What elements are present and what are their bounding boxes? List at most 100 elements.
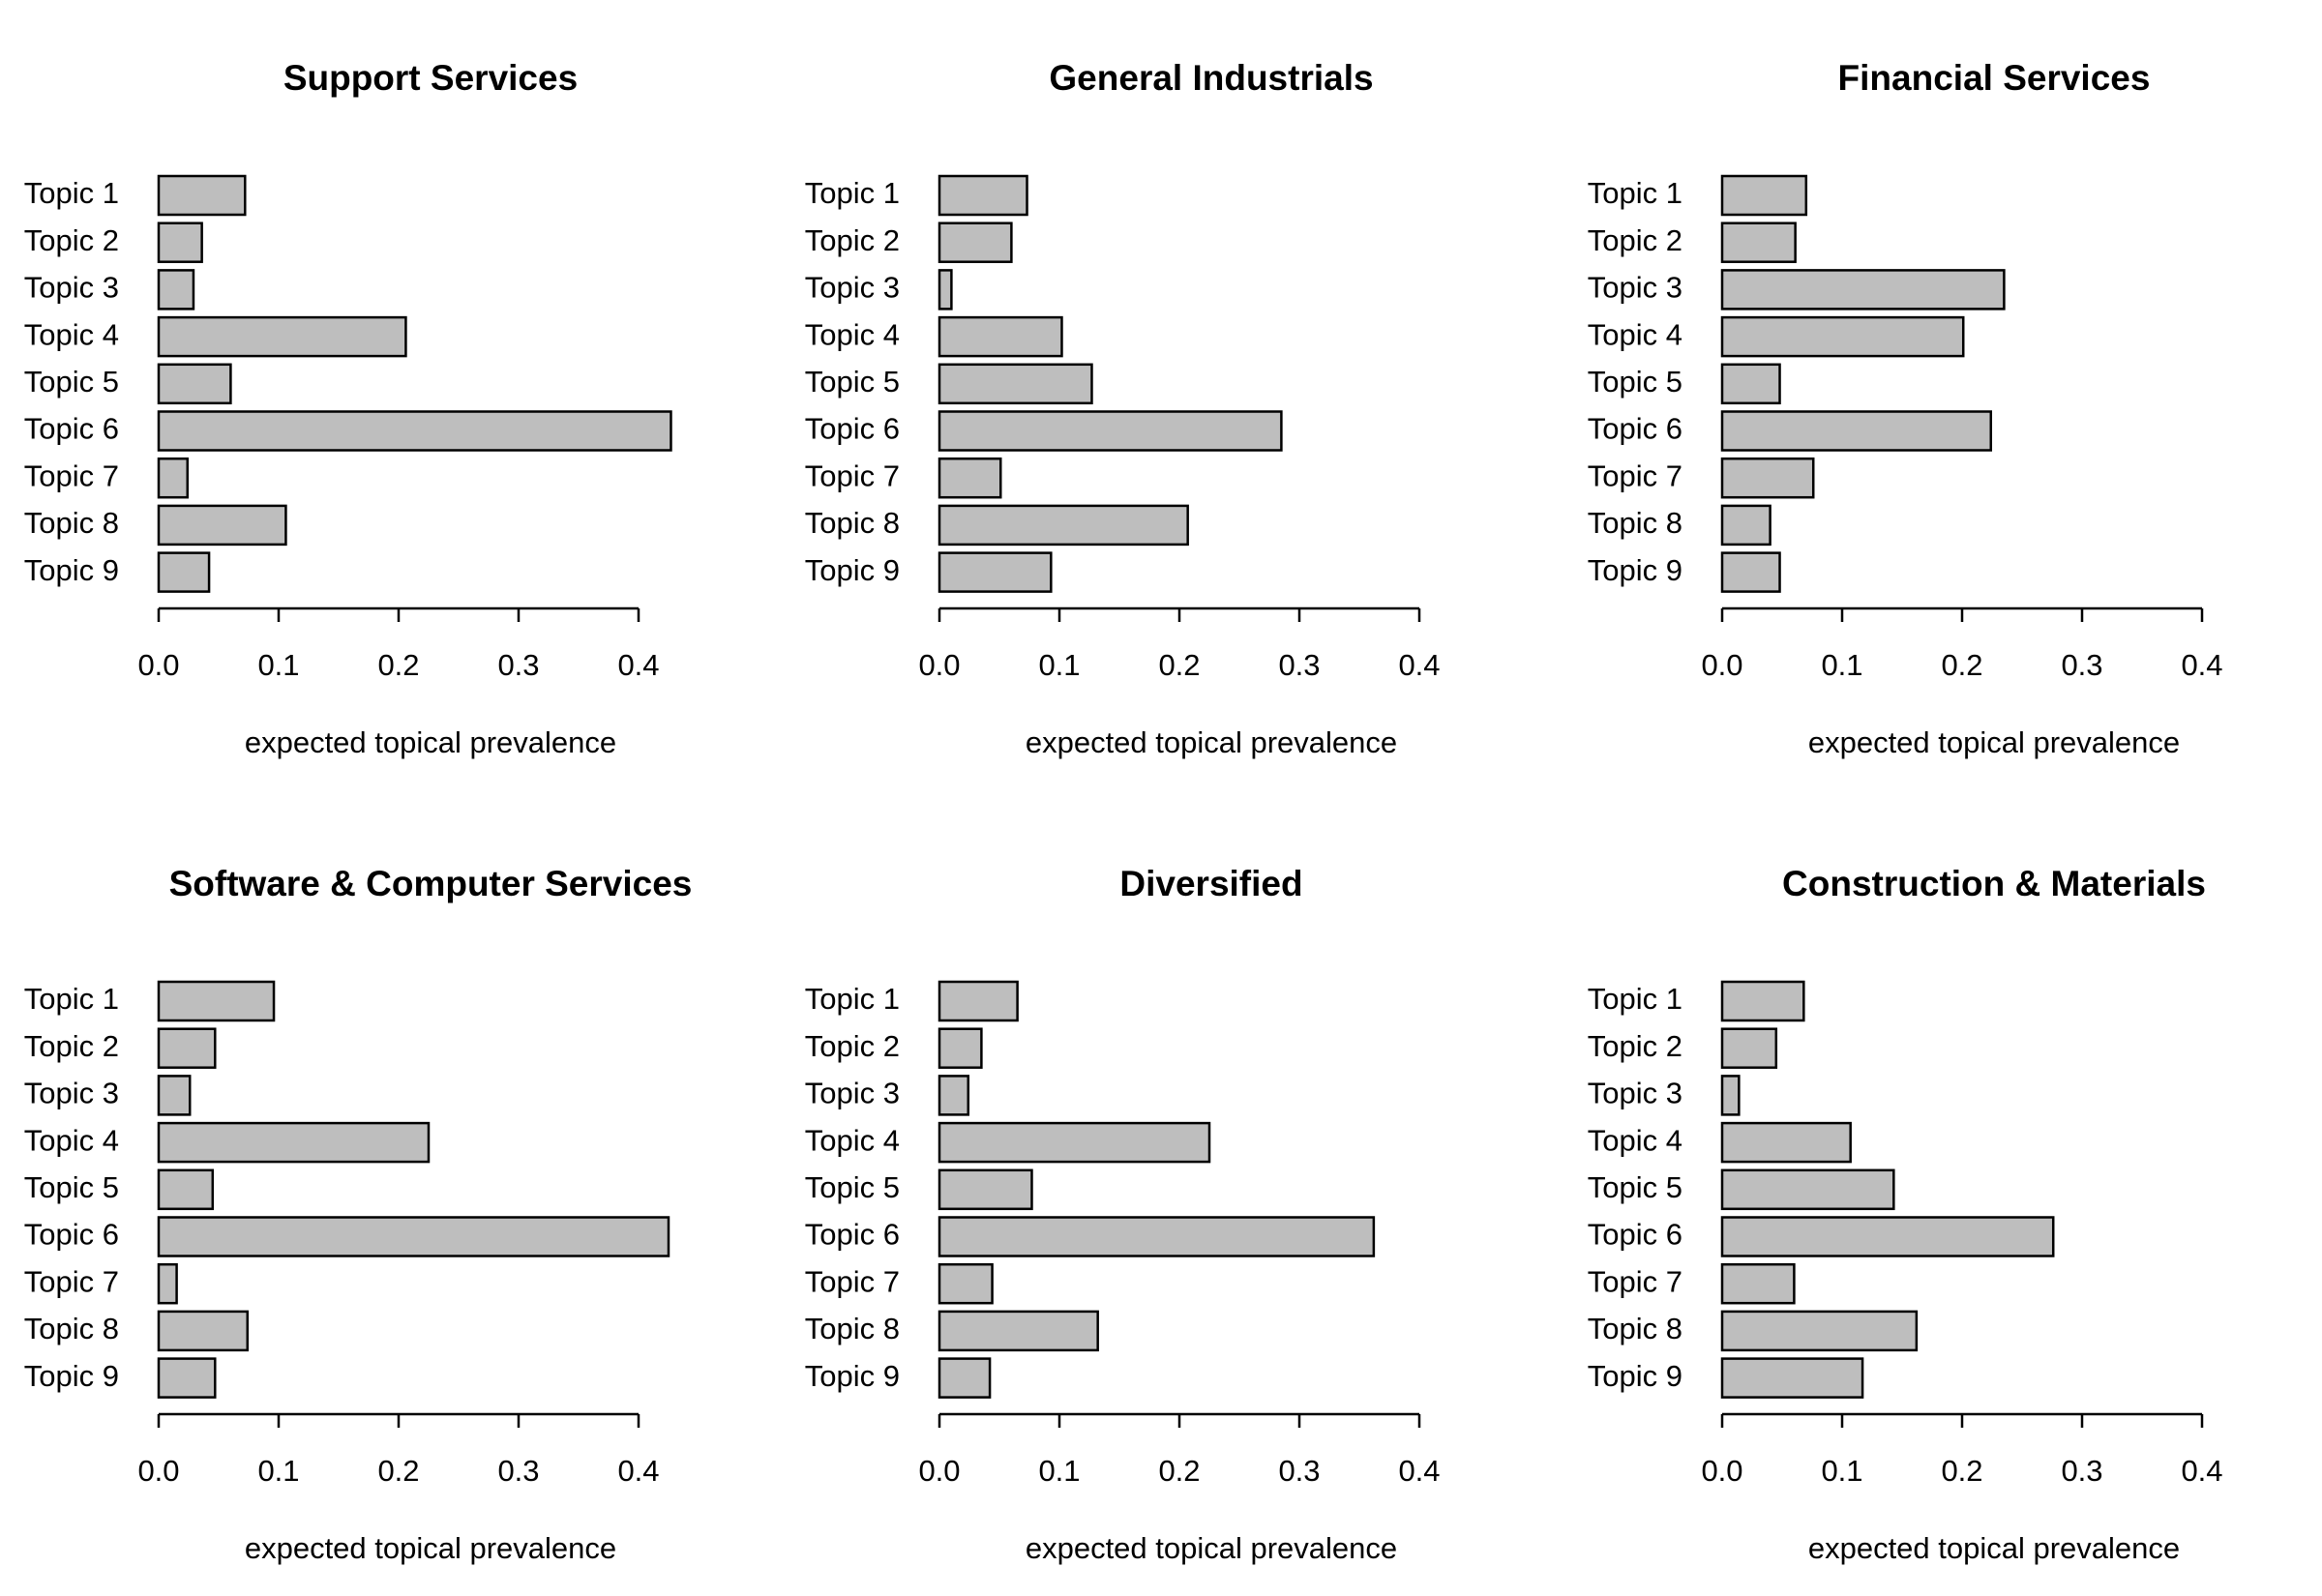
y-tick-label: Topic 4 bbox=[24, 1123, 119, 1157]
y-tick-label: Topic 9 bbox=[1588, 553, 1682, 587]
bar bbox=[157, 1075, 192, 1116]
bar bbox=[1720, 980, 1805, 1022]
x-tick-label: 0.1 bbox=[1821, 648, 1862, 682]
chart-title: Diversified bbox=[1119, 864, 1302, 903]
bar bbox=[157, 1027, 217, 1069]
y-tick-label: Topic 6 bbox=[24, 1218, 119, 1252]
x-tick-label: 0.2 bbox=[1158, 1454, 1200, 1488]
y-tick-label: Topic 8 bbox=[805, 506, 900, 540]
bar bbox=[938, 363, 1093, 405]
x-tick-label: 0.4 bbox=[617, 1454, 659, 1488]
bar bbox=[938, 1216, 1376, 1257]
x-axis-label: expected topical prevalence bbox=[1026, 1531, 1397, 1565]
y-tick-label: Topic 3 bbox=[1588, 1077, 1682, 1110]
y-tick-label: Topic 4 bbox=[805, 1123, 900, 1157]
y-tick-label: Topic 4 bbox=[24, 317, 119, 351]
x-tick-label: 0.2 bbox=[1941, 1454, 1982, 1488]
y-tick-label: Topic 5 bbox=[805, 1170, 900, 1204]
bar bbox=[938, 457, 1002, 499]
chart-title: Construction & Materials bbox=[1782, 864, 2206, 903]
y-tick-label: Topic 2 bbox=[1588, 223, 1682, 257]
bar bbox=[938, 1121, 1211, 1164]
y-tick-label: Topic 1 bbox=[1588, 176, 1682, 210]
x-tick-label: 0.0 bbox=[137, 648, 179, 682]
x-tick-label: 0.2 bbox=[1158, 648, 1200, 682]
bar bbox=[157, 1168, 215, 1211]
bar bbox=[157, 363, 232, 405]
bar bbox=[1720, 1121, 1852, 1164]
chart-title: General Industrials bbox=[1049, 58, 1373, 98]
x-tick-label: 0.3 bbox=[497, 648, 539, 682]
x-tick-label: 0.4 bbox=[617, 648, 659, 682]
y-tick-label: Topic 2 bbox=[24, 223, 119, 257]
bar bbox=[938, 551, 1053, 593]
bar bbox=[1720, 410, 1993, 452]
x-tick-label: 0.1 bbox=[257, 648, 299, 682]
x-tick-label: 0.3 bbox=[2061, 1454, 2102, 1488]
x-tick-label: 0.4 bbox=[1398, 648, 1440, 682]
y-tick-label: Topic 5 bbox=[1588, 365, 1682, 399]
bar bbox=[157, 1121, 431, 1164]
x-tick-label: 0.3 bbox=[1278, 1454, 1320, 1488]
bar bbox=[938, 1027, 983, 1069]
x-tick-label: 0.2 bbox=[377, 648, 419, 682]
x-tick-label: 0.0 bbox=[137, 1454, 179, 1488]
x-tick-label: 0.3 bbox=[2061, 648, 2102, 682]
x-tick-label: 0.0 bbox=[918, 648, 960, 682]
y-tick-label: Topic 2 bbox=[805, 223, 900, 257]
y-tick-label: Topic 3 bbox=[24, 271, 119, 305]
chart-title: Financial Services bbox=[1838, 58, 2151, 98]
bar bbox=[157, 1262, 178, 1305]
bar bbox=[938, 1310, 1099, 1352]
y-tick-label: Topic 4 bbox=[1588, 1123, 1682, 1157]
x-tick-label: 0.1 bbox=[257, 1454, 299, 1488]
bar bbox=[157, 551, 211, 593]
y-tick-label: Topic 5 bbox=[24, 1170, 119, 1204]
x-tick-label: 0.3 bbox=[497, 1454, 539, 1488]
y-tick-label: Topic 6 bbox=[805, 1218, 900, 1252]
bar bbox=[938, 1075, 970, 1116]
y-tick-label: Topic 1 bbox=[24, 176, 119, 210]
y-tick-label: Topic 2 bbox=[24, 1029, 119, 1063]
bar bbox=[938, 222, 1013, 263]
y-tick-label: Topic 3 bbox=[1588, 271, 1682, 305]
bar bbox=[1720, 1075, 1741, 1116]
y-tick-label: Topic 1 bbox=[24, 982, 119, 1016]
y-tick-label: Topic 2 bbox=[1588, 1029, 1682, 1063]
x-tick-label: 0.4 bbox=[2181, 1454, 2222, 1488]
x-tick-label: 0.2 bbox=[377, 1454, 419, 1488]
x-axis-label: expected topical prevalence bbox=[245, 725, 616, 759]
bar bbox=[1720, 504, 1771, 547]
y-tick-label: Topic 7 bbox=[1588, 1264, 1682, 1298]
bar bbox=[157, 980, 276, 1022]
bar bbox=[938, 980, 1019, 1022]
y-tick-label: Topic 9 bbox=[805, 1359, 900, 1393]
chart-title: Software & Computer Services bbox=[169, 864, 693, 903]
y-tick-label: Topic 8 bbox=[805, 1312, 900, 1345]
y-tick-label: Topic 7 bbox=[805, 1264, 900, 1298]
x-tick-label: 0.1 bbox=[1038, 1454, 1080, 1488]
x-tick-label: 0.0 bbox=[1701, 1454, 1742, 1488]
y-tick-label: Topic 7 bbox=[1588, 458, 1682, 492]
y-tick-label: Topic 8 bbox=[1588, 506, 1682, 540]
y-tick-label: Topic 6 bbox=[805, 412, 900, 446]
bar bbox=[938, 174, 1028, 217]
bar bbox=[938, 504, 1189, 547]
bar bbox=[1720, 315, 1965, 358]
x-tick-label: 0.1 bbox=[1821, 1454, 1862, 1488]
y-tick-label: Topic 4 bbox=[805, 317, 900, 351]
bar bbox=[157, 174, 247, 217]
x-axis-label: expected topical prevalence bbox=[1026, 725, 1397, 759]
bar bbox=[1720, 174, 1808, 217]
y-tick-label: Topic 6 bbox=[1588, 1218, 1682, 1252]
x-axis-label: expected topical prevalence bbox=[1808, 725, 2180, 759]
bar bbox=[1720, 1216, 2055, 1257]
x-tick-label: 0.2 bbox=[1941, 648, 1982, 682]
y-tick-label: Topic 3 bbox=[24, 1077, 119, 1110]
x-axis-label: expected topical prevalence bbox=[245, 1531, 616, 1565]
bar bbox=[1720, 1027, 1778, 1069]
bar bbox=[938, 1168, 1033, 1211]
x-tick-label: 0.3 bbox=[1278, 648, 1320, 682]
y-tick-label: Topic 9 bbox=[1588, 1359, 1682, 1393]
